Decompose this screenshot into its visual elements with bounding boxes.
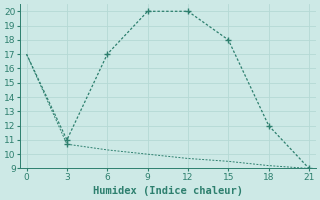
X-axis label: Humidex (Indice chaleur): Humidex (Indice chaleur)	[93, 186, 243, 196]
